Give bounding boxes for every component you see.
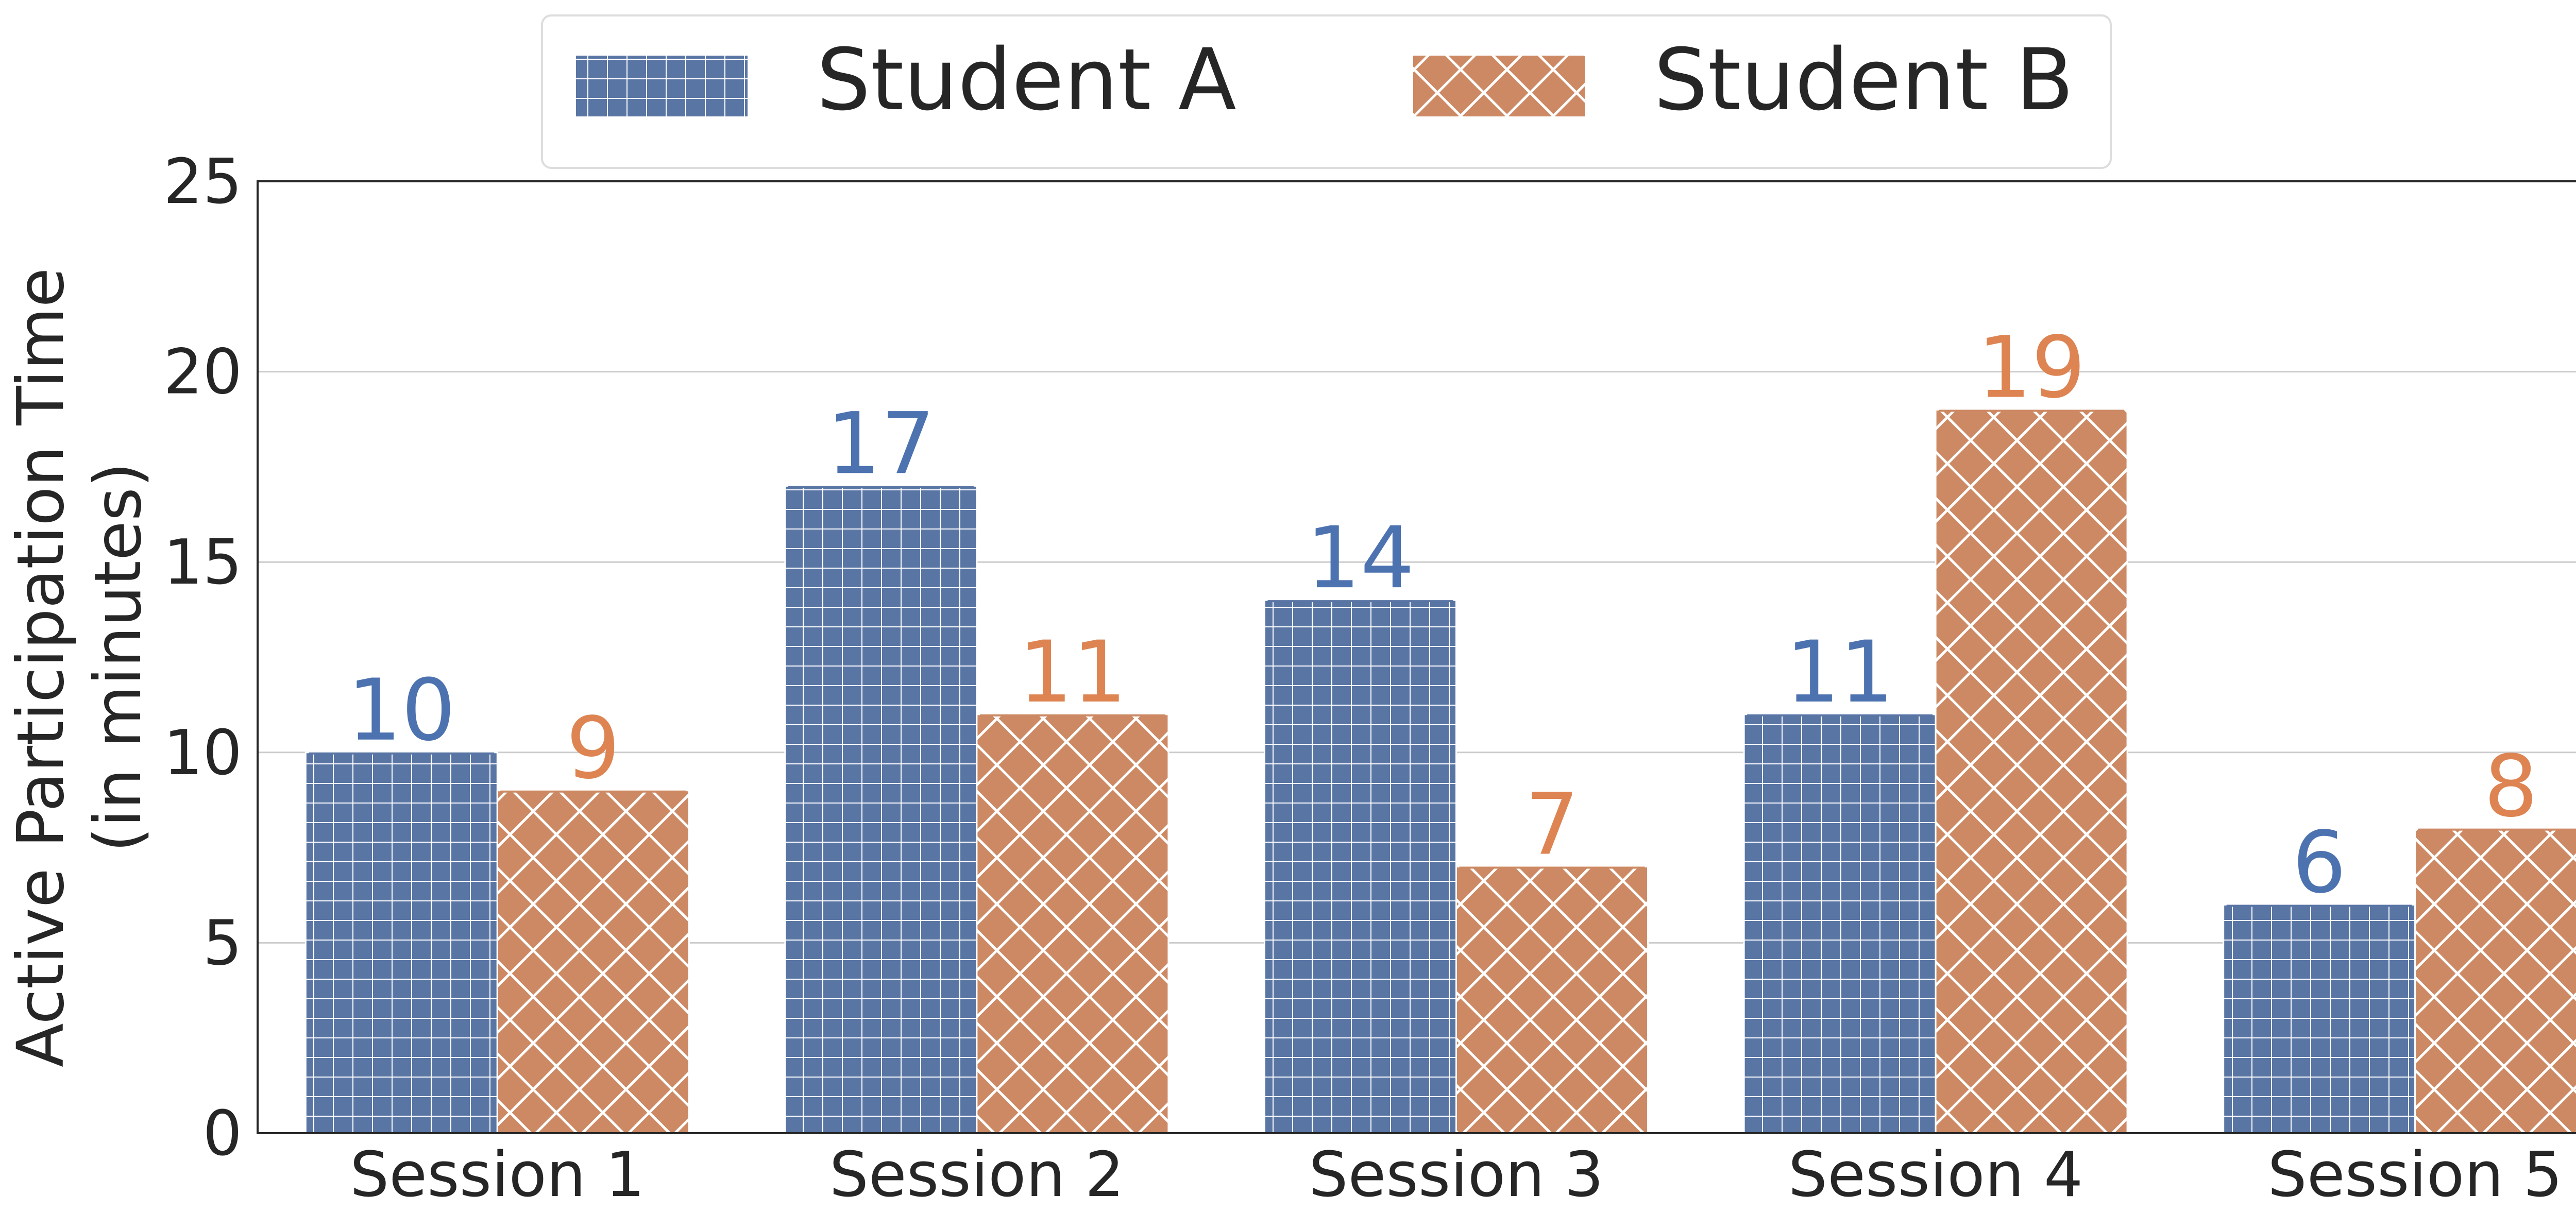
data-labels: 10 9 17 11 14 7 11 19 6 8 <box>347 318 2538 912</box>
bar-student-b-session-3 <box>1455 866 1649 1134</box>
y-axis-label-line-1: Active Participation Time <box>4 268 78 1067</box>
y-tick-label-20: 20 <box>163 337 242 408</box>
data-label-student-b-session-1: 9 <box>566 699 620 798</box>
x-tick-label-session-5: Session 5 <box>2268 1139 2563 1211</box>
legend-frame <box>541 14 2112 169</box>
y-tick-label-0: 0 <box>203 1098 242 1170</box>
x-tick-label-session-3: Session 3 <box>1309 1139 1603 1211</box>
x-tick-label-session-2: Session 2 <box>829 1139 1124 1211</box>
data-label-student-a-session-4: 11 <box>1786 623 1894 722</box>
data-label-student-a-session-1: 10 <box>347 661 455 760</box>
data-label-student-b-session-2: 11 <box>1019 623 1127 722</box>
legend-swatch-student-a <box>576 56 748 116</box>
bar-student-a-session-5 <box>2223 903 2416 1134</box>
y-tick-label-10: 10 <box>163 718 242 789</box>
legend-label-student-a: Student A <box>817 30 1236 129</box>
bars <box>304 409 2576 1134</box>
bar-student-a-session-4 <box>1743 713 1937 1134</box>
x-tick-label-session-1: Session 1 <box>350 1139 645 1211</box>
x-tick-label-session-4: Session 4 <box>1788 1139 2083 1211</box>
y-tick-labels: 0 5 10 15 20 25 <box>163 146 242 1170</box>
data-label-student-b-session-4: 19 <box>1977 318 2086 417</box>
bar-student-a-session-3 <box>1264 599 1457 1134</box>
bar-student-b-session-4 <box>1935 409 2128 1134</box>
y-tick-label-25: 25 <box>163 146 242 218</box>
legend: Student A Student B <box>541 14 2112 169</box>
bar-student-a-session-1 <box>304 752 498 1134</box>
bar-student-b-session-1 <box>496 790 690 1134</box>
data-label-student-a-session-3: 14 <box>1307 508 1415 607</box>
x-tick-labels: Session 1 Session 2 Session 3 Session 4 Sess… <box>350 1139 2563 1211</box>
legend-swatch-student-b <box>1413 56 1585 116</box>
y-axis-label: Active Participation Time (in minutes) <box>4 247 156 1067</box>
data-label-student-a-session-5: 6 <box>2292 813 2346 912</box>
y-tick-label-5: 5 <box>203 908 242 979</box>
data-label-student-b-session-5: 8 <box>2484 737 2538 836</box>
data-label-student-a-session-2: 17 <box>827 394 935 493</box>
plot-frame <box>257 180 2576 1134</box>
data-label-student-b-session-3: 7 <box>1525 775 1579 874</box>
bar-student-b-session-5 <box>2414 828 2576 1134</box>
bar-student-a-session-2 <box>784 485 978 1134</box>
legend-label-student-b: Student B <box>1654 30 2074 129</box>
bar-student-b-session-2 <box>976 713 1170 1134</box>
y-tick-label-15: 15 <box>163 527 242 599</box>
y-axis-label-line-2: (in minutes) <box>81 462 156 852</box>
